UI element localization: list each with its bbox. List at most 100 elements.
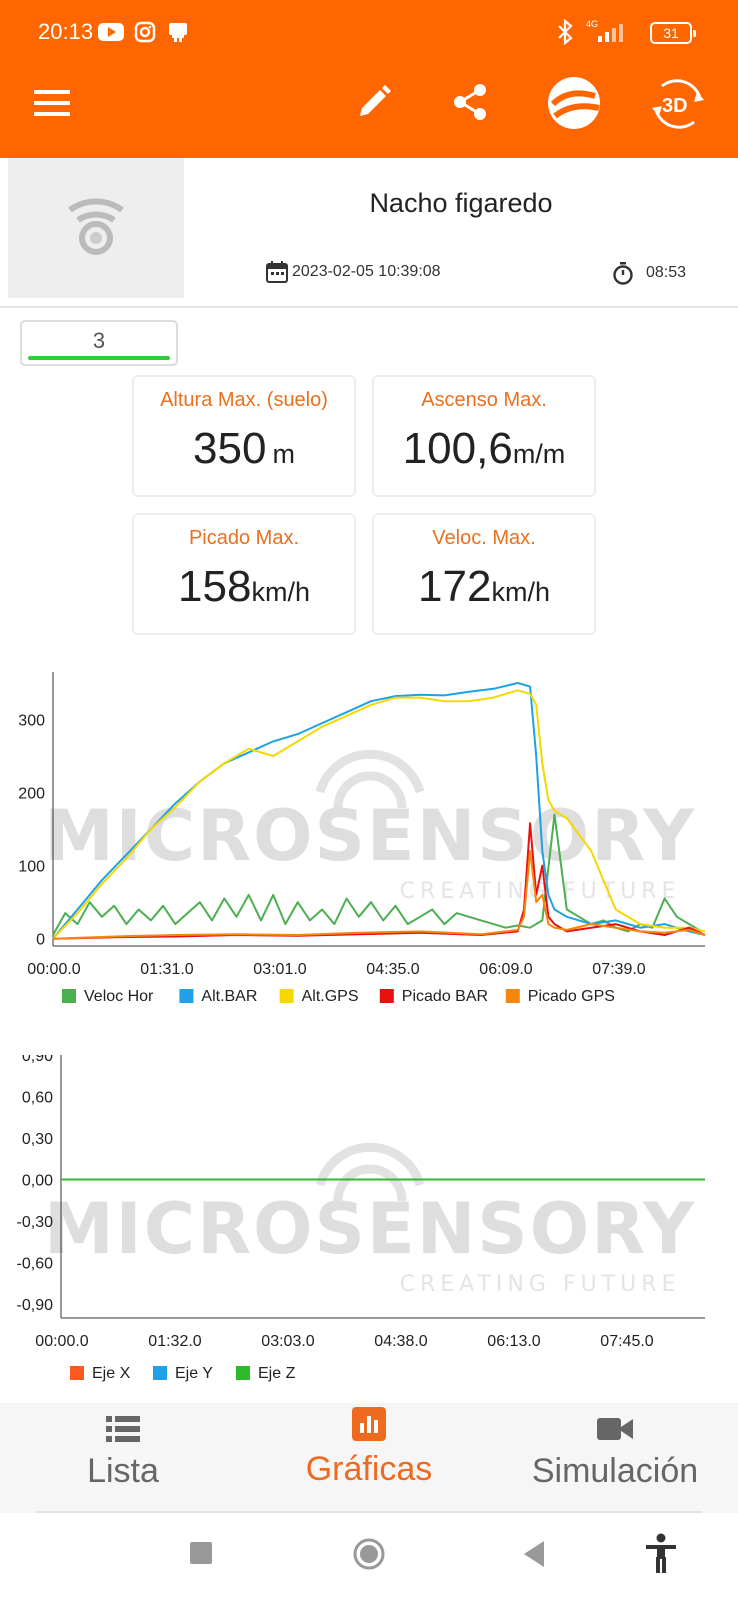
nav-tab-lista[interactable]: Lista (0, 1415, 246, 1491)
x-tick-label: 01:31.0 (140, 961, 193, 978)
calendar-icon (266, 261, 288, 283)
stat-unit: m/m (512, 439, 566, 469)
share-icon[interactable] (450, 82, 490, 127)
nav-divider (36, 1511, 702, 1513)
flight-counter[interactable]: 3 (20, 320, 178, 366)
stopwatch-icon (613, 262, 633, 285)
app-bar: 3D (0, 64, 738, 158)
legend-swatch (153, 1366, 167, 1380)
series-line (52, 682, 706, 940)
x-tick-label: 03:01.0 (253, 961, 306, 978)
nav-tab-graficas[interactable]: Gráficas (246, 1407, 492, 1489)
3d-view-icon[interactable]: 3D (648, 74, 708, 139)
x-tick-label: 01:32.0 (148, 1333, 201, 1350)
flight-duration: 08:53 (612, 261, 686, 285)
flight-datetime: 2023-02-05 10:39:08 (266, 261, 441, 283)
watermark-arc (333, 771, 407, 809)
counter-value: 3 (92, 328, 106, 353)
stat-unit: m (272, 439, 295, 469)
stat-card-max-speed: Veloc. Max. 172km/h (372, 513, 596, 635)
series-line (52, 689, 706, 940)
watermark-brand: MICROSENSORY (44, 1188, 696, 1270)
legend-label: Alt.BAR (201, 988, 257, 1005)
watermark-arc (315, 1142, 425, 1187)
edit-icon[interactable] (356, 84, 392, 125)
nav-tab-simulacion[interactable]: Simulación (492, 1415, 738, 1491)
legend-label: Picado BAR (402, 988, 488, 1005)
legend-swatch (279, 989, 294, 1003)
legend-label: Eje X (92, 1365, 131, 1382)
nav-label: Gráficas (305, 1450, 433, 1488)
bottom-nav: Lista Gráficas Simulación (0, 1403, 738, 1513)
stat-value: 350 (193, 424, 267, 473)
legend-swatch (236, 1366, 250, 1380)
pilot-name: Nacho figaredo (369, 188, 553, 218)
legend-swatch (179, 989, 194, 1003)
legend-label: Alt.GPS (302, 988, 359, 1005)
legend-label: Veloc Hor (84, 988, 154, 1005)
legend-swatch (62, 989, 76, 1003)
y-tick-label: 200 (18, 786, 45, 803)
stat-label: Altura Max. (suelo) (160, 389, 328, 411)
watermark-brand: MICROSENSORY (44, 795, 696, 877)
flight-thumbnail[interactable] (8, 158, 184, 298)
y-tick-label: -0,30 (17, 1214, 54, 1231)
home-button[interactable] (352, 1537, 386, 1576)
legend-label: Eje Z (258, 1365, 296, 1382)
video-camera-icon (597, 1418, 633, 1440)
flight-chart[interactable]: MICROSENSORY CREATING FUTURE 0 100 200 300 00:… (0, 672, 738, 1032)
google-earth-icon[interactable] (545, 74, 603, 137)
x-tick-label: 00:00.0 (27, 961, 80, 978)
y-tick-label: -0,90 (17, 1297, 54, 1314)
x-tick-label: 00:00.0 (35, 1333, 88, 1350)
stat-card-max-climb: Ascenso Max. 100,6m/m (372, 375, 596, 497)
datetime-text: 2023-02-05 10:39:08 (292, 263, 441, 280)
x-tick-label: 04:38.0 (374, 1333, 427, 1350)
legend-label: Picado GPS (528, 988, 615, 1005)
legend-swatch (70, 1366, 84, 1380)
x-tick-label: 03:03.0 (261, 1333, 314, 1350)
youtube-icon (98, 22, 124, 47)
stat-unit: km/h (251, 577, 310, 607)
menu-icon[interactable] (34, 88, 70, 123)
x-tick-label: 07:45.0 (600, 1333, 653, 1350)
accessibility-button[interactable] (644, 1533, 678, 1580)
stat-card-max-dive: Picado Max. 158km/h (132, 513, 356, 635)
legend-swatch (505, 989, 520, 1003)
flight-header: Nacho figaredo 2023-02-05 10:39:08 08:53 (0, 158, 738, 308)
stat-value: 172 (418, 562, 492, 611)
bluetooth-icon (556, 18, 574, 50)
stat-label: Veloc. Max. (432, 527, 536, 549)
duration-text: 08:53 (646, 264, 687, 281)
legend-label: Eje Y (175, 1365, 213, 1382)
battery-indicator: 31 (650, 22, 696, 44)
accelerometer-chart[interactable]: MICROSENSORY CREATING FUTURE 0,90 0,60 0,30 0… (0, 1041, 738, 1410)
watermark-arc (315, 749, 425, 794)
status-time: 20:13 (38, 19, 94, 44)
wifi-icon (68, 198, 124, 255)
x-tick-label: 07:39.0 (592, 961, 645, 978)
x-tick-label: 04:35.0 (366, 961, 419, 978)
stat-value: 158 (178, 562, 252, 611)
watermark-arc (333, 1164, 407, 1202)
x-tick-label: 06:13.0 (487, 1333, 540, 1350)
recents-button[interactable] (190, 1542, 214, 1571)
y-tick-label: 0 (36, 932, 45, 949)
y-tick-label: 0,30 (22, 1131, 53, 1148)
nav-label: Lista (87, 1452, 159, 1490)
stat-card-max-height: Altura Max. (suelo) 350 m (132, 375, 356, 497)
y-tick-label: 0,60 (22, 1089, 53, 1106)
notification-icon (166, 20, 190, 49)
3d-label: 3D (662, 95, 688, 117)
y-tick-label: 300 (18, 712, 45, 729)
bar-chart-icon (352, 1407, 386, 1441)
y-tick-label: 100 (18, 859, 45, 876)
legend-swatch (379, 989, 394, 1003)
back-button[interactable] (522, 1541, 546, 1572)
nav-label: Simulación (531, 1452, 699, 1490)
y-tick-label: -0,60 (17, 1256, 54, 1273)
